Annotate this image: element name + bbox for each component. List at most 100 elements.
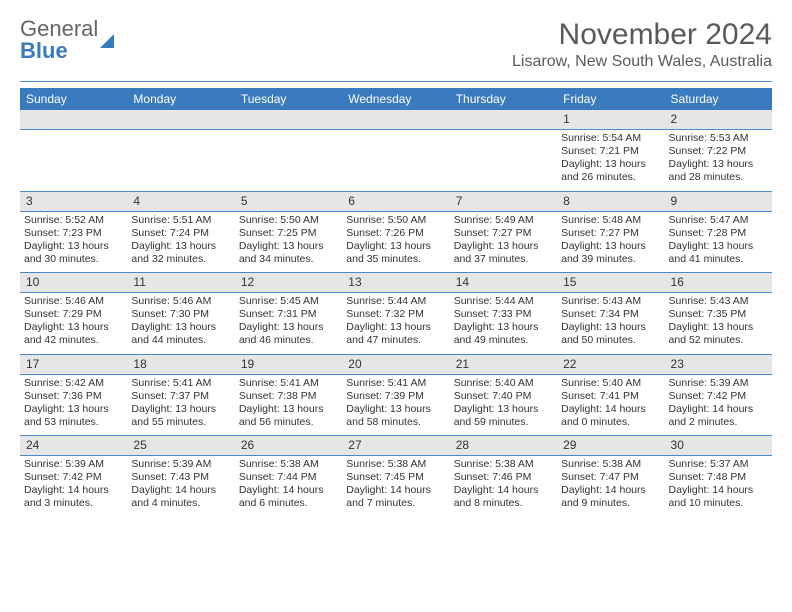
- day-details: Sunrise: 5:47 AMSunset: 7:28 PMDaylight:…: [669, 212, 768, 267]
- daylight-line: Daylight: 13 hours and 59 minutes.: [454, 403, 553, 429]
- sunset-line: Sunset: 7:22 PM: [669, 145, 768, 158]
- day-content-cell: Sunrise: 5:54 AMSunset: 7:21 PMDaylight:…: [557, 130, 664, 192]
- sunrise-line: Sunrise: 5:46 AM: [131, 295, 230, 308]
- day-number-cell: 15: [557, 273, 664, 293]
- day-content-row: Sunrise: 5:39 AMSunset: 7:42 PMDaylight:…: [20, 456, 772, 517]
- day-details: Sunrise: 5:46 AMSunset: 7:29 PMDaylight:…: [24, 293, 123, 348]
- sunset-line: Sunset: 7:27 PM: [454, 227, 553, 240]
- month-title: November 2024: [512, 18, 772, 51]
- day-details: Sunrise: 5:38 AMSunset: 7:46 PMDaylight:…: [454, 456, 553, 511]
- day-number-cell: 3: [20, 191, 127, 211]
- sunset-line: Sunset: 7:42 PM: [24, 471, 123, 484]
- day-number-cell: 23: [665, 354, 772, 374]
- day-number-cell: 4: [127, 191, 234, 211]
- day-number-cell: [127, 110, 234, 130]
- sunrise-line: Sunrise: 5:45 AM: [239, 295, 338, 308]
- day-content-cell: Sunrise: 5:39 AMSunset: 7:42 PMDaylight:…: [20, 456, 127, 517]
- day-details: Sunrise: 5:50 AMSunset: 7:25 PMDaylight:…: [239, 212, 338, 267]
- day-details: Sunrise: 5:54 AMSunset: 7:21 PMDaylight:…: [561, 130, 660, 185]
- daylight-line: Daylight: 13 hours and 37 minutes.: [454, 240, 553, 266]
- day-details: Sunrise: 5:40 AMSunset: 7:40 PMDaylight:…: [454, 375, 553, 430]
- day-details: Sunrise: 5:41 AMSunset: 7:39 PMDaylight:…: [346, 375, 445, 430]
- day-number-cell: 12: [235, 273, 342, 293]
- daylight-line: Daylight: 14 hours and 6 minutes.: [239, 484, 338, 510]
- day-number-cell: 30: [665, 436, 772, 456]
- daylight-line: Daylight: 13 hours and 46 minutes.: [239, 321, 338, 347]
- day-number-cell: 22: [557, 354, 664, 374]
- daylight-line: Daylight: 13 hours and 52 minutes.: [669, 321, 768, 347]
- location-subtitle: Lisarow, New South Wales, Australia: [512, 53, 772, 71]
- sunset-line: Sunset: 7:35 PM: [669, 308, 768, 321]
- day-details: Sunrise: 5:39 AMSunset: 7:42 PMDaylight:…: [669, 375, 768, 430]
- day-content-cell: Sunrise: 5:52 AMSunset: 7:23 PMDaylight:…: [20, 211, 127, 273]
- weekday-header: Saturday: [665, 88, 772, 110]
- sunrise-line: Sunrise: 5:46 AM: [24, 295, 123, 308]
- day-number-row: 10111213141516: [20, 273, 772, 293]
- day-number-cell: 9: [665, 191, 772, 211]
- header: General Blue November 2024 Lisarow, New …: [20, 18, 772, 71]
- daylight-line: Daylight: 13 hours and 58 minutes.: [346, 403, 445, 429]
- daylight-line: Daylight: 13 hours and 26 minutes.: [561, 158, 660, 184]
- calendar-body: 12 Sunrise: 5:54 AMSunset: 7:21 PMDaylig…: [20, 110, 772, 517]
- sunrise-line: Sunrise: 5:41 AM: [239, 377, 338, 390]
- daylight-line: Daylight: 14 hours and 0 minutes.: [561, 403, 660, 429]
- sunrise-line: Sunrise: 5:44 AM: [346, 295, 445, 308]
- day-content-cell: Sunrise: 5:38 AMSunset: 7:47 PMDaylight:…: [557, 456, 664, 517]
- weekday-header: Tuesday: [235, 88, 342, 110]
- sunset-line: Sunset: 7:29 PM: [24, 308, 123, 321]
- daylight-line: Daylight: 13 hours and 41 minutes.: [669, 240, 768, 266]
- day-content-cell: Sunrise: 5:43 AMSunset: 7:34 PMDaylight:…: [557, 293, 664, 355]
- day-details: Sunrise: 5:39 AMSunset: 7:43 PMDaylight:…: [131, 456, 230, 511]
- day-number-cell: 14: [450, 273, 557, 293]
- sunrise-line: Sunrise: 5:41 AM: [131, 377, 230, 390]
- day-content-cell: Sunrise: 5:53 AMSunset: 7:22 PMDaylight:…: [665, 130, 772, 192]
- day-number-cell: 13: [342, 273, 449, 293]
- day-content-cell: Sunrise: 5:41 AMSunset: 7:38 PMDaylight:…: [235, 374, 342, 436]
- day-content-cell: Sunrise: 5:44 AMSunset: 7:32 PMDaylight:…: [342, 293, 449, 355]
- sunset-line: Sunset: 7:43 PM: [131, 471, 230, 484]
- sunset-line: Sunset: 7:38 PM: [239, 390, 338, 403]
- sunrise-line: Sunrise: 5:38 AM: [454, 458, 553, 471]
- day-number-cell: 7: [450, 191, 557, 211]
- day-number-cell: 1: [557, 110, 664, 130]
- daylight-line: Daylight: 13 hours and 53 minutes.: [24, 403, 123, 429]
- weekday-header: Monday: [127, 88, 234, 110]
- day-content-cell: Sunrise: 5:51 AMSunset: 7:24 PMDaylight:…: [127, 211, 234, 273]
- day-content-cell: Sunrise: 5:37 AMSunset: 7:48 PMDaylight:…: [665, 456, 772, 517]
- sunrise-line: Sunrise: 5:53 AM: [669, 132, 768, 145]
- daylight-line: Daylight: 13 hours and 34 minutes.: [239, 240, 338, 266]
- sunset-line: Sunset: 7:47 PM: [561, 471, 660, 484]
- sunset-line: Sunset: 7:31 PM: [239, 308, 338, 321]
- day-content-cell: [127, 130, 234, 192]
- day-content-row: Sunrise: 5:54 AMSunset: 7:21 PMDaylight:…: [20, 130, 772, 192]
- day-content-cell: Sunrise: 5:39 AMSunset: 7:43 PMDaylight:…: [127, 456, 234, 517]
- day-number-row: 3456789: [20, 191, 772, 211]
- day-details: Sunrise: 5:41 AMSunset: 7:38 PMDaylight:…: [239, 375, 338, 430]
- day-number-cell: 29: [557, 436, 664, 456]
- day-number-cell: 8: [557, 191, 664, 211]
- day-details: Sunrise: 5:39 AMSunset: 7:42 PMDaylight:…: [24, 456, 123, 511]
- sunset-line: Sunset: 7:23 PM: [24, 227, 123, 240]
- sunrise-line: Sunrise: 5:54 AM: [561, 132, 660, 145]
- day-content-cell: [20, 130, 127, 192]
- day-content-cell: [342, 130, 449, 192]
- day-number-cell: 16: [665, 273, 772, 293]
- sunrise-line: Sunrise: 5:50 AM: [239, 214, 338, 227]
- sunset-line: Sunset: 7:40 PM: [454, 390, 553, 403]
- day-content-cell: Sunrise: 5:47 AMSunset: 7:28 PMDaylight:…: [665, 211, 772, 273]
- day-content-cell: Sunrise: 5:46 AMSunset: 7:29 PMDaylight:…: [20, 293, 127, 355]
- sunrise-line: Sunrise: 5:40 AM: [454, 377, 553, 390]
- day-details: Sunrise: 5:43 AMSunset: 7:34 PMDaylight:…: [561, 293, 660, 348]
- sunrise-line: Sunrise: 5:38 AM: [346, 458, 445, 471]
- day-details: Sunrise: 5:48 AMSunset: 7:27 PMDaylight:…: [561, 212, 660, 267]
- sunset-line: Sunset: 7:25 PM: [239, 227, 338, 240]
- sunset-line: Sunset: 7:27 PM: [561, 227, 660, 240]
- sunset-line: Sunset: 7:30 PM: [131, 308, 230, 321]
- daylight-line: Daylight: 13 hours and 35 minutes.: [346, 240, 445, 266]
- day-number-cell: [342, 110, 449, 130]
- day-details: Sunrise: 5:52 AMSunset: 7:23 PMDaylight:…: [24, 212, 123, 267]
- daylight-line: Daylight: 13 hours and 39 minutes.: [561, 240, 660, 266]
- day-number-cell: 24: [20, 436, 127, 456]
- day-details: Sunrise: 5:41 AMSunset: 7:37 PMDaylight:…: [131, 375, 230, 430]
- day-number-row: 12: [20, 110, 772, 130]
